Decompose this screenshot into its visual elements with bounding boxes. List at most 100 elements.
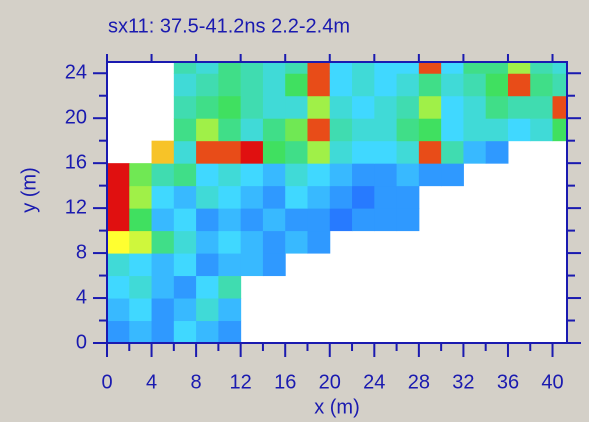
heatmap-cell: [463, 118, 486, 141]
heatmap-cell: [263, 186, 286, 209]
heatmap-cell: [486, 73, 509, 96]
x-tick-label: 20: [319, 371, 341, 393]
heatmap-cell: [285, 163, 308, 186]
x-tick-label: 16: [274, 371, 296, 393]
heatmap-cell: [196, 141, 219, 164]
x-tick-label: 8: [191, 371, 202, 393]
heatmap-cell: [419, 163, 442, 186]
heatmap-cell: [152, 253, 175, 276]
heatmap-cell: [241, 118, 264, 141]
heatmap-cell: [196, 231, 219, 254]
heatmap-cell: [218, 298, 241, 321]
heatmap-cell: [152, 276, 175, 299]
heatmap-cell: [174, 321, 197, 344]
heatmap-cell: [486, 96, 509, 119]
heatmap-cell: [174, 73, 197, 96]
heatmap-cell: [397, 141, 420, 164]
heatmap-cell: [174, 163, 197, 186]
y-tick-label: 4: [76, 286, 87, 308]
heatmap-cell: [352, 163, 375, 186]
heatmap-cell: [285, 118, 308, 141]
heatmap-cell: [330, 96, 353, 119]
heatmap-cell: [441, 141, 464, 164]
heatmap-cell: [174, 186, 197, 209]
heatmap-cell: [196, 208, 219, 231]
y-tick-label: 24: [65, 62, 87, 84]
heatmap-cell: [508, 73, 531, 96]
heatmap-cell: [218, 96, 241, 119]
heatmap-cell: [218, 276, 241, 299]
heatmap-cell: [285, 96, 308, 119]
heatmap-cell: [530, 96, 553, 119]
heatmap-cell: [107, 321, 130, 344]
heatmap-cell: [174, 208, 197, 231]
heatmap-cell: [441, 73, 464, 96]
x-tick-label: 32: [452, 371, 474, 393]
heatmap-cell: [441, 118, 464, 141]
heatmap-cell: [352, 96, 375, 119]
heatmap-cell: [241, 163, 264, 186]
chart-title: sx11: 37.5-41.2ns 2.2-2.4m: [108, 15, 350, 37]
heatmap-cell: [129, 253, 152, 276]
heatmap-cell: [374, 141, 397, 164]
heatmap-cell: [218, 321, 241, 344]
heatmap-cell: [463, 141, 486, 164]
heatmap-cell: [107, 276, 130, 299]
heatmap-cell: [241, 96, 264, 119]
heatmap-cell: [307, 208, 330, 231]
heatmap-cell: [218, 231, 241, 254]
heatmap-cell: [486, 118, 509, 141]
x-tick-label: 40: [541, 371, 563, 393]
heatmap-cell: [508, 118, 531, 141]
x-tick-label: 0: [101, 371, 112, 393]
heatmap-cell: [174, 141, 197, 164]
heatmap-cell: [374, 73, 397, 96]
heatmap-cell: [196, 253, 219, 276]
heatmap-cell: [285, 73, 308, 96]
heatmap-cell: [307, 141, 330, 164]
heatmap-cell: [330, 208, 353, 231]
heatmap-cell: [107, 163, 130, 186]
heatmap-cell: [307, 73, 330, 96]
chart: sx11: 37.5-41.2ns 2.2-2.4m x (m) y (m) 0…: [0, 0, 589, 422]
heatmap-cell: [129, 231, 152, 254]
heatmap-cell: [241, 73, 264, 96]
heatmap-cell: [352, 208, 375, 231]
heatmap-cell: [152, 141, 175, 164]
heatmap-cell: [374, 163, 397, 186]
heatmap-cell: [263, 231, 286, 254]
y-axis-label: y (m): [18, 167, 40, 213]
heatmap-cell: [285, 141, 308, 164]
heatmap-cell: [196, 118, 219, 141]
heatmap-cell: [463, 73, 486, 96]
heatmap-cell: [285, 208, 308, 231]
heatmap-cell: [174, 118, 197, 141]
heatmap-cell: [374, 118, 397, 141]
heatmap-cell: [263, 118, 286, 141]
heatmap-cell: [419, 73, 442, 96]
y-tick-label: 16: [65, 151, 87, 173]
heatmap-cell: [330, 141, 353, 164]
heatmap-cell: [263, 163, 286, 186]
heatmap-cell: [263, 73, 286, 96]
heatmap-cell: [419, 141, 442, 164]
heatmap-cell: [441, 96, 464, 119]
x-tick-label: 28: [408, 371, 430, 393]
heatmap-cell: [196, 163, 219, 186]
heatmap-cell: [307, 118, 330, 141]
x-tick-label: 12: [230, 371, 252, 393]
heatmap-cell: [463, 96, 486, 119]
heatmap-cell: [129, 276, 152, 299]
heatmap-cell: [196, 96, 219, 119]
heatmap-cell: [352, 141, 375, 164]
x-tick-label: 4: [146, 371, 157, 393]
heatmap-cell: [374, 186, 397, 209]
heatmap-cell: [241, 231, 264, 254]
heatmap-cell: [218, 73, 241, 96]
heatmap-cell: [174, 253, 197, 276]
heatmap-cell: [352, 73, 375, 96]
heatmap-cell: [285, 231, 308, 254]
y-tick-label: 8: [76, 241, 87, 263]
heatmap-cell: [397, 118, 420, 141]
y-tick-label: 0: [76, 331, 87, 353]
